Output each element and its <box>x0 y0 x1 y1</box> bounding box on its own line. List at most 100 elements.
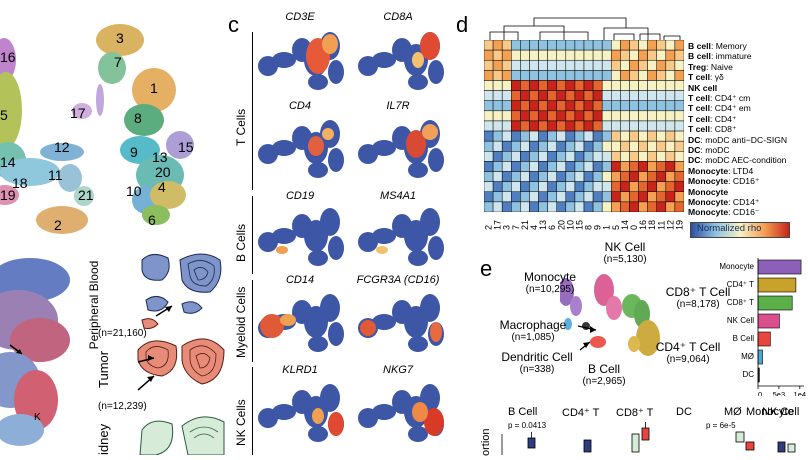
heatmap-cell <box>484 201 494 212</box>
col-label: 6 <box>547 225 557 230</box>
heatmap-cell <box>629 181 639 193</box>
heatmap-cell <box>647 181 657 193</box>
heatmap-cell <box>629 161 639 172</box>
col-label: 10 <box>565 220 575 230</box>
heatmap-cell <box>511 191 521 203</box>
heatmap-cell <box>665 80 676 91</box>
heatmap-cell <box>574 70 585 81</box>
heatmap-cell <box>656 59 667 71</box>
heatmap-cell <box>520 171 530 182</box>
gene-title: IL7R <box>386 100 410 112</box>
gene-title: CD3E <box>285 11 315 23</box>
heatmap-cell <box>592 171 603 182</box>
heatmap-cell <box>484 40 494 51</box>
x-tick-label: 1e4 <box>794 390 807 396</box>
heatmap-cell <box>511 80 521 91</box>
heatmap-cell <box>529 59 539 71</box>
heatmap-cell <box>647 201 657 212</box>
cluster-blob <box>40 143 84 161</box>
heatmap-cell <box>665 59 676 71</box>
heatmap-cell <box>574 110 585 122</box>
group-title: MØ <box>724 406 742 418</box>
bar-category-label: CD4⁺ T <box>727 280 754 289</box>
heatmap-cell <box>492 100 503 112</box>
heatmap-cell <box>565 181 576 193</box>
heatmap-cell <box>647 110 657 122</box>
heatmap-cell <box>520 110 530 122</box>
heatmap-cell <box>556 110 567 122</box>
heatmap-cell <box>592 130 603 142</box>
panel-f: ortion B Cell CD4⁺ T CD8⁺ T DC MØ Monocy… <box>480 400 808 456</box>
heatmap-cell <box>556 100 567 112</box>
heatmap-cell <box>529 181 539 193</box>
group-divider-nk <box>252 367 253 455</box>
heatmap-cell <box>583 140 594 152</box>
heatmap-cell <box>611 171 621 182</box>
heatmap-cell <box>520 70 530 81</box>
col-label: 3 <box>502 225 512 230</box>
heatmap-cell <box>638 49 648 61</box>
heatmap-cell <box>501 171 512 182</box>
heatmap-cell <box>529 100 539 112</box>
heatmap-cell <box>665 120 676 132</box>
heatmap-cell <box>656 191 667 203</box>
heatmap-cell <box>538 171 548 182</box>
heatmap-cell <box>620 181 630 193</box>
heatmap-cell <box>674 59 684 71</box>
heatmap-cell <box>592 161 603 172</box>
cluster-label: 18 <box>12 175 28 191</box>
row-label: DC: moDC anti−DC-SIGN <box>688 134 788 145</box>
heatmap-cell <box>629 120 639 132</box>
heatmap-cell <box>529 110 539 122</box>
heatmap-cell <box>611 130 621 142</box>
heatmap-cell <box>547 130 557 142</box>
heatmap-cell <box>492 49 503 61</box>
cluster-label: 12 <box>54 139 70 155</box>
heatmap-cell <box>592 191 603 203</box>
heatmap-cell <box>520 161 530 172</box>
heatmap-cell <box>601 181 612 193</box>
heatmap-cell <box>492 120 503 132</box>
heatmap-cell <box>492 140 503 152</box>
cluster-blob <box>96 24 144 56</box>
heatmap-cell <box>656 161 667 172</box>
heatmap-cell <box>611 100 621 112</box>
heatmap-cell <box>574 130 585 142</box>
heatmap-cell <box>629 140 639 152</box>
heatmap-cell <box>574 59 585 71</box>
row-label: Monocyte <box>688 186 729 197</box>
gene-title: FCGR3A (CD16) <box>356 274 440 286</box>
heatmap-cell <box>620 59 630 71</box>
heatmap-cell <box>674 100 684 112</box>
heatmap-cell <box>611 90 621 101</box>
group-title: CD8⁺ T <box>616 407 654 419</box>
heatmap-cell <box>538 90 548 101</box>
heatmap-cell <box>629 151 639 162</box>
bar-category-label: Monocyte <box>719 262 754 271</box>
heatmap-cell <box>565 171 576 182</box>
heatmap-cell <box>647 80 657 91</box>
gene-title: CD19 <box>285 190 315 202</box>
cluster-blob <box>0 185 19 205</box>
heatmap-cell <box>556 59 567 71</box>
heatmap-cell <box>520 201 530 212</box>
heatmap-cell <box>611 120 621 132</box>
heatmap-cell <box>538 130 548 142</box>
heatmap-cell <box>501 90 512 101</box>
cluster-blob <box>36 206 88 234</box>
heatmap-cell <box>529 40 539 51</box>
heatmap-cell <box>638 161 648 172</box>
heatmap-cell <box>520 181 530 193</box>
heatmap-cell <box>674 201 684 212</box>
heatmap-cell <box>583 130 594 142</box>
heatmap-cell <box>501 181 512 193</box>
heatmap-cell <box>656 120 667 132</box>
cluster-label: 7 <box>114 54 122 70</box>
heatmap-cell <box>529 140 539 152</box>
cluster-label: 10 <box>126 183 142 199</box>
heatmap-cell <box>611 201 621 212</box>
heatmap-cell <box>638 40 648 51</box>
heatmap-cell <box>511 161 521 172</box>
row-label: Monocyte: LTD4 <box>688 165 754 176</box>
heatmap-cell <box>538 100 548 112</box>
